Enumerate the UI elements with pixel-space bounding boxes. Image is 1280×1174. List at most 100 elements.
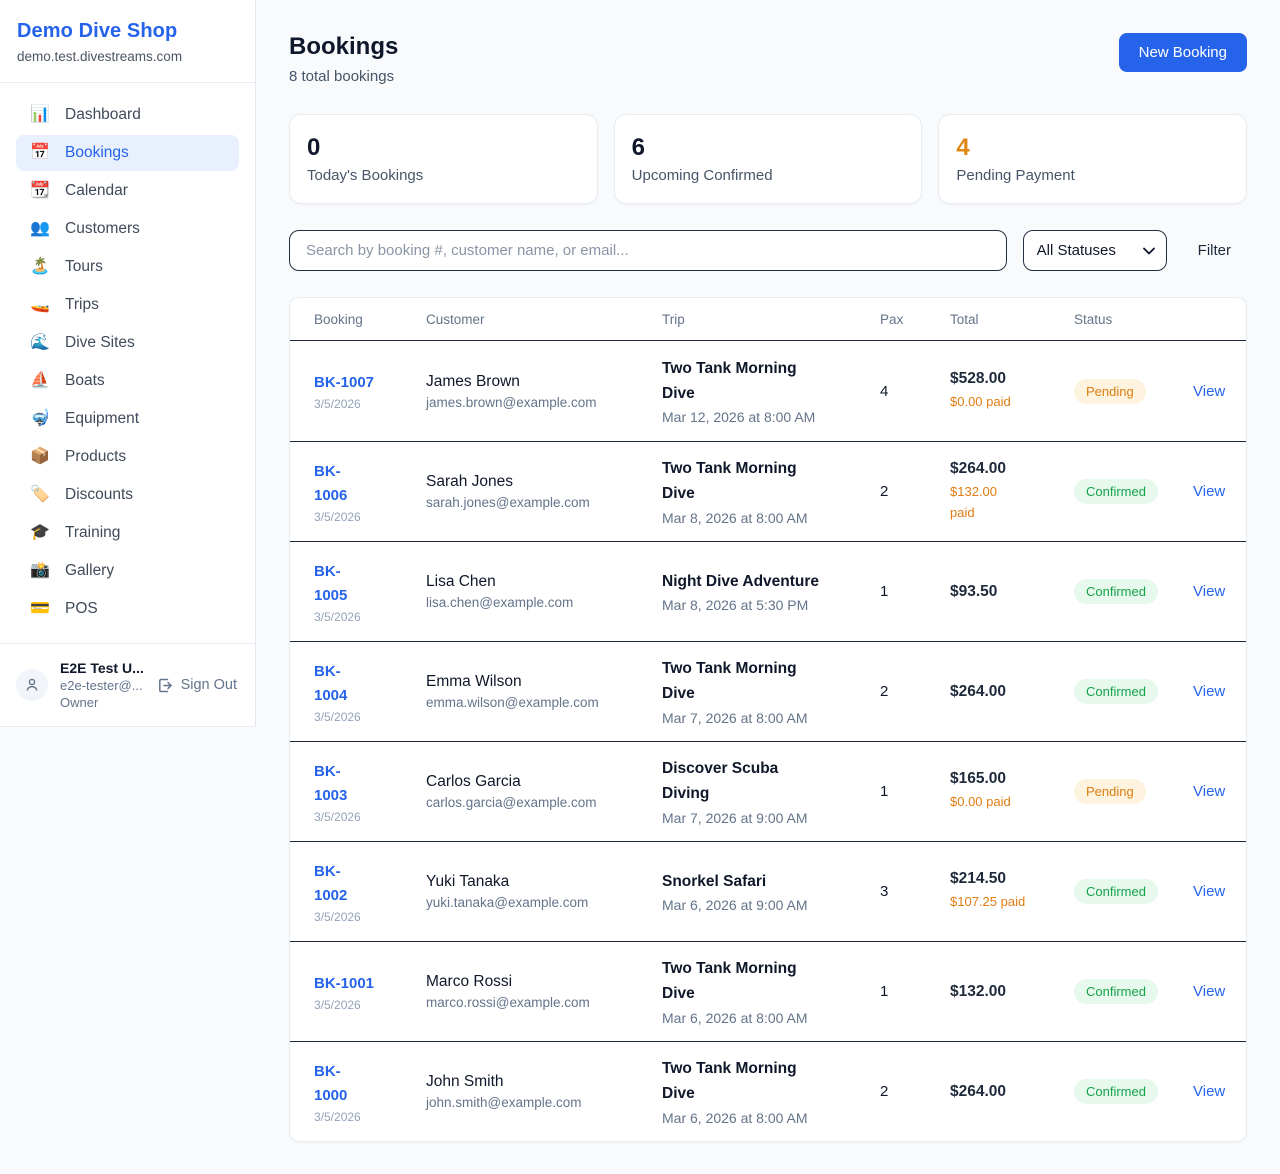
- sidebar-item-customers[interactable]: 👥 Customers: [16, 211, 239, 247]
- booking-date: 3/5/2026: [314, 909, 361, 924]
- stat-value: 6: [631, 134, 646, 161]
- stat-card-pending-payment: 4 Pending Payment: [938, 114, 1248, 204]
- pax-cell: 4: [880, 382, 889, 400]
- status-badge: Confirmed: [1074, 679, 1158, 704]
- view-link[interactable]: View: [1193, 483, 1226, 500]
- trip-cell: Snorkel Safari Mar 6, 2026 at 9:00 AM: [662, 870, 880, 914]
- booking-date: 3/5/2026: [314, 397, 361, 411]
- status-filter-select[interactable]: All Statuses: [1022, 230, 1167, 271]
- customer-name: James Brown: [426, 372, 520, 390]
- main-content: Bookings 8 total bookings New Booking 0 …: [256, 0, 1280, 1174]
- view-link[interactable]: View: [1193, 683, 1226, 700]
- booking-date: 3/5/2026: [314, 1109, 361, 1124]
- customer-cell: John Smith john.smith@example.com: [426, 1073, 662, 1110]
- user-name: E2E Test U...: [60, 660, 144, 676]
- table-row: BK- 1000 3/5/2026 John Smith john.smith@…: [290, 1041, 1246, 1141]
- sailboat-icon: ⛵: [30, 372, 50, 389]
- sidebar-item-label: Gallery: [65, 562, 115, 579]
- person-icon: [26, 678, 38, 691]
- sidebar-item-calendar[interactable]: 📆 Calendar: [16, 173, 239, 209]
- booking-cell: BK- 1004 3/5/2026: [314, 660, 426, 724]
- sidebar-item-discounts[interactable]: 🏷️ Discounts: [16, 477, 239, 513]
- view-link[interactable]: View: [1193, 983, 1226, 1000]
- booking-id-link[interactable]: BK- 1006: [314, 462, 348, 504]
- page-title-block: Bookings 8 total bookings: [289, 33, 398, 85]
- customer-name: Emma Wilson: [426, 673, 522, 690]
- customer-email: emma.wilson@example.com: [426, 695, 599, 710]
- sidebar-item-dive-sites[interactable]: 🌊 Dive Sites: [16, 325, 239, 361]
- trip-datetime: Mar 8, 2026 at 5:30 PM: [662, 597, 809, 614]
- customer-name: Yuki Tanaka: [426, 873, 510, 890]
- sidebar-item-tours[interactable]: 🏝️ Tours: [16, 249, 239, 285]
- booking-id-link[interactable]: BK- 1000: [314, 1062, 348, 1104]
- sidebar-item-label: Dive Sites: [65, 334, 135, 351]
- sidebar-item-products[interactable]: 📦 Products: [16, 439, 239, 475]
- credit-card-icon: 💳: [30, 600, 50, 617]
- booking-id-link[interactable]: BK- 1005: [314, 562, 348, 604]
- stat-card-upcoming-confirmed: 6 Upcoming Confirmed: [613, 114, 923, 204]
- customer-email: lisa.chen@example.com: [426, 595, 574, 610]
- column-header-booking: Booking: [314, 311, 363, 327]
- total-amount: $93.50: [950, 582, 998, 600]
- pax-cell: 1: [880, 783, 889, 800]
- booking-cell: BK- 1003 3/5/2026: [314, 760, 426, 824]
- view-link[interactable]: View: [1193, 1083, 1226, 1100]
- view-link[interactable]: View: [1193, 883, 1226, 900]
- status-badge: Confirmed: [1074, 479, 1158, 504]
- column-header-customer: Customer: [426, 311, 485, 327]
- stat-label: Pending Payment: [956, 167, 1075, 184]
- sidebar-item-trips[interactable]: 🚤 Trips: [16, 287, 239, 323]
- status-cell: Confirmed: [1074, 879, 1193, 904]
- booking-cell: BK-1007 3/5/2026: [314, 371, 426, 411]
- calendar-icon: 📅: [30, 144, 50, 161]
- people-icon: 👥: [30, 220, 50, 237]
- customer-name: Lisa Chen: [426, 573, 496, 590]
- view-link[interactable]: View: [1193, 783, 1226, 800]
- booking-id-link[interactable]: BK-1007: [314, 374, 375, 391]
- view-link[interactable]: View: [1193, 382, 1226, 400]
- booking-date: 3/5/2026: [314, 809, 361, 824]
- sidebar-item-training[interactable]: 🎓 Training: [16, 515, 239, 551]
- island-icon: 🏝️: [30, 258, 50, 275]
- filter-button[interactable]: Filter: [1197, 242, 1231, 259]
- booking-date: 3/5/2026: [314, 609, 361, 624]
- booking-id-link[interactable]: BK-1001: [314, 974, 375, 992]
- table-row: BK- 1005 3/5/2026 Lisa Chen lisa.chen@ex…: [290, 541, 1246, 641]
- trip-cell: Discover Scuba Diving Mar 7, 2026 at 9:0…: [662, 757, 880, 826]
- sidebar-item-gallery[interactable]: 📸 Gallery: [16, 553, 239, 589]
- booking-id-link[interactable]: BK- 1004: [314, 662, 348, 704]
- sidebar-item-bookings[interactable]: 📅 Bookings: [16, 135, 239, 171]
- sidebar-item-equipment[interactable]: 🤿 Equipment: [16, 401, 239, 437]
- pax-cell: 1: [880, 583, 889, 600]
- sidebar-user-footer: E2E Test U... e2e-tester@... Owner Sign …: [0, 643, 255, 726]
- sign-out-button[interactable]: Sign Out: [155, 677, 239, 694]
- view-link[interactable]: View: [1193, 583, 1226, 600]
- total-amount: $264.00: [950, 1082, 1007, 1100]
- trip-datetime: Mar 6, 2026 at 8:00 AM: [662, 1009, 808, 1026]
- new-booking-button[interactable]: New Booking: [1118, 33, 1247, 72]
- trip-datetime: Mar 8, 2026 at 8:00 AM: [662, 509, 808, 526]
- trip-cell: Night Dive Adventure Mar 8, 2026 at 5:30…: [662, 570, 880, 614]
- trip-name: Night Dive Adventure: [662, 572, 820, 590]
- customer-cell: Marco Rossi marco.rossi@example.com: [426, 973, 662, 1010]
- table-row: BK- 1003 3/5/2026 Carlos Garcia carlos.g…: [290, 741, 1246, 841]
- booking-cell: BK- 1000 3/5/2026: [314, 1060, 426, 1124]
- search-input[interactable]: [289, 230, 1007, 271]
- customer-email: james.brown@example.com: [426, 394, 597, 410]
- stat-card-todays-bookings: 0 Today's Bookings: [289, 114, 598, 204]
- sidebar-item-pos[interactable]: 💳 POS: [16, 591, 239, 627]
- sidebar-item-dashboard[interactable]: 📊 Dashboard: [16, 97, 239, 133]
- stat-label: Upcoming Confirmed: [631, 167, 773, 184]
- booking-id-link[interactable]: BK- 1002: [314, 862, 348, 904]
- sidebar-item-boats[interactable]: ⛵ Boats: [16, 363, 239, 399]
- sidebar-item-label: Discounts: [65, 486, 134, 503]
- paid-amount: $0.00 paid: [950, 393, 1011, 409]
- sidebar-item-label: Tours: [65, 258, 103, 275]
- booking-cell: BK-1001 3/5/2026: [314, 972, 426, 1012]
- booking-id-link[interactable]: BK- 1003: [314, 762, 348, 804]
- trip-name: Snorkel Safari: [662, 872, 767, 890]
- pax-cell: 2: [880, 683, 889, 700]
- column-header-total: Total: [950, 311, 979, 327]
- trip-name: Discover Scuba Diving: [662, 760, 779, 802]
